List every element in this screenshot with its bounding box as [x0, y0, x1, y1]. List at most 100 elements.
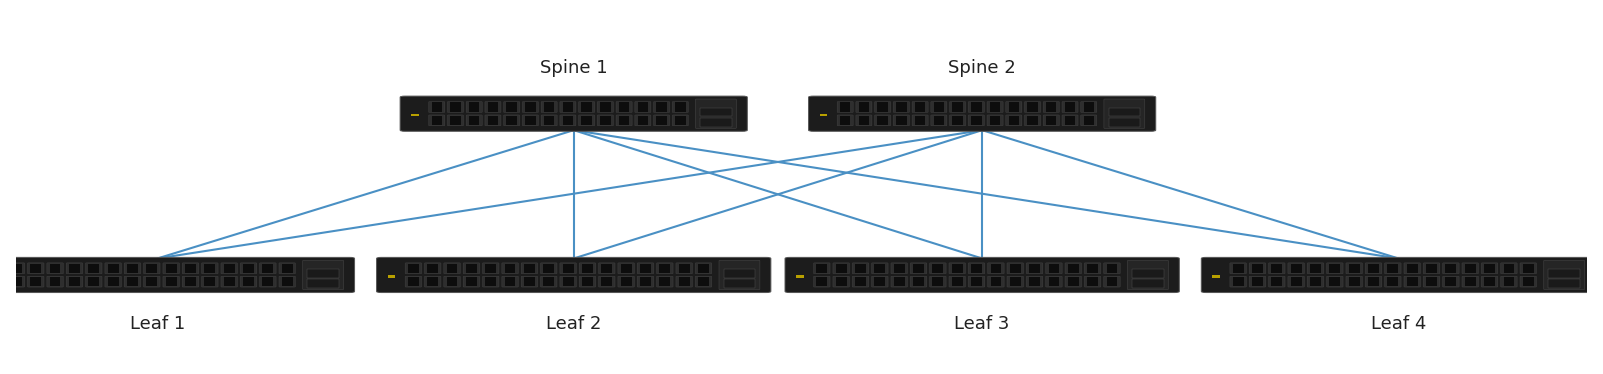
FancyBboxPatch shape — [1520, 263, 1536, 274]
FancyBboxPatch shape — [8, 276, 24, 287]
FancyBboxPatch shape — [1044, 102, 1060, 113]
Bar — [601, 264, 612, 273]
FancyBboxPatch shape — [540, 263, 556, 274]
FancyBboxPatch shape — [523, 115, 539, 126]
Bar — [205, 277, 215, 286]
Bar — [1367, 277, 1379, 286]
Bar — [971, 116, 981, 125]
FancyBboxPatch shape — [1230, 263, 1247, 274]
Bar — [699, 264, 709, 273]
FancyBboxPatch shape — [1385, 276, 1401, 287]
Bar — [526, 102, 535, 112]
FancyBboxPatch shape — [559, 102, 575, 113]
Bar — [1048, 264, 1060, 273]
FancyBboxPatch shape — [856, 102, 872, 113]
FancyBboxPatch shape — [0, 257, 354, 292]
FancyBboxPatch shape — [616, 115, 632, 126]
Bar — [1029, 264, 1040, 273]
FancyBboxPatch shape — [1127, 260, 1169, 289]
Bar — [1084, 102, 1093, 112]
FancyBboxPatch shape — [1026, 276, 1044, 287]
Bar — [1367, 264, 1379, 273]
FancyBboxPatch shape — [164, 276, 180, 287]
Bar — [1252, 264, 1263, 273]
Bar — [563, 264, 574, 273]
Bar — [50, 264, 61, 273]
Bar — [835, 277, 846, 286]
FancyBboxPatch shape — [85, 276, 103, 287]
FancyBboxPatch shape — [240, 276, 256, 287]
FancyBboxPatch shape — [559, 263, 577, 274]
Bar — [184, 277, 196, 286]
FancyBboxPatch shape — [814, 263, 830, 274]
Bar — [526, 116, 535, 125]
FancyBboxPatch shape — [1287, 276, 1305, 287]
Bar — [466, 277, 476, 286]
Bar — [1465, 264, 1476, 273]
FancyBboxPatch shape — [1080, 115, 1096, 126]
FancyBboxPatch shape — [463, 263, 479, 274]
Bar — [563, 116, 572, 125]
Bar — [619, 116, 630, 125]
FancyBboxPatch shape — [1024, 115, 1040, 126]
Bar — [88, 264, 99, 273]
Bar — [263, 264, 273, 273]
FancyBboxPatch shape — [617, 276, 635, 287]
Bar — [797, 275, 803, 278]
Bar — [723, 279, 755, 288]
FancyBboxPatch shape — [521, 263, 537, 274]
FancyBboxPatch shape — [502, 263, 518, 274]
FancyBboxPatch shape — [598, 102, 614, 113]
FancyBboxPatch shape — [654, 115, 670, 126]
FancyBboxPatch shape — [931, 115, 947, 126]
Bar — [914, 264, 923, 273]
Bar — [165, 264, 176, 273]
FancyBboxPatch shape — [1462, 276, 1478, 287]
FancyBboxPatch shape — [579, 115, 595, 126]
Bar — [971, 277, 983, 286]
Bar — [146, 264, 157, 273]
Bar — [1310, 277, 1321, 286]
FancyBboxPatch shape — [1005, 115, 1021, 126]
FancyBboxPatch shape — [893, 115, 909, 126]
FancyBboxPatch shape — [949, 263, 965, 274]
FancyBboxPatch shape — [872, 276, 888, 287]
FancyBboxPatch shape — [1423, 276, 1439, 287]
Bar — [524, 277, 535, 286]
Bar — [165, 277, 176, 286]
Bar — [107, 264, 119, 273]
Bar — [914, 277, 923, 286]
FancyBboxPatch shape — [837, 102, 853, 113]
FancyBboxPatch shape — [0, 276, 5, 287]
Bar — [1504, 264, 1515, 273]
Bar — [678, 264, 689, 273]
Bar — [1068, 264, 1079, 273]
FancyBboxPatch shape — [425, 276, 441, 287]
Bar — [952, 102, 963, 112]
Bar — [563, 102, 572, 112]
Bar — [524, 264, 535, 273]
Bar — [952, 116, 963, 125]
Bar — [447, 264, 457, 273]
FancyBboxPatch shape — [66, 276, 83, 287]
FancyBboxPatch shape — [1347, 263, 1363, 274]
Bar — [619, 102, 630, 112]
Bar — [1348, 277, 1359, 286]
FancyBboxPatch shape — [521, 276, 537, 287]
Bar — [30, 264, 42, 273]
Bar — [1407, 264, 1417, 273]
FancyBboxPatch shape — [125, 276, 141, 287]
Bar — [1010, 264, 1021, 273]
Bar — [1109, 118, 1140, 126]
FancyBboxPatch shape — [638, 276, 654, 287]
FancyBboxPatch shape — [486, 102, 502, 113]
FancyBboxPatch shape — [635, 102, 651, 113]
FancyBboxPatch shape — [559, 115, 575, 126]
FancyBboxPatch shape — [466, 115, 483, 126]
FancyBboxPatch shape — [260, 263, 276, 274]
FancyBboxPatch shape — [1045, 276, 1063, 287]
Bar — [1465, 277, 1476, 286]
FancyBboxPatch shape — [502, 276, 518, 287]
Text: Spine 1: Spine 1 — [540, 59, 608, 77]
FancyBboxPatch shape — [1045, 263, 1063, 274]
